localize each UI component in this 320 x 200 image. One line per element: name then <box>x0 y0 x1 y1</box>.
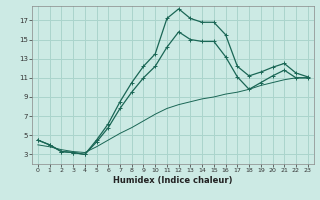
X-axis label: Humidex (Indice chaleur): Humidex (Indice chaleur) <box>113 176 233 185</box>
